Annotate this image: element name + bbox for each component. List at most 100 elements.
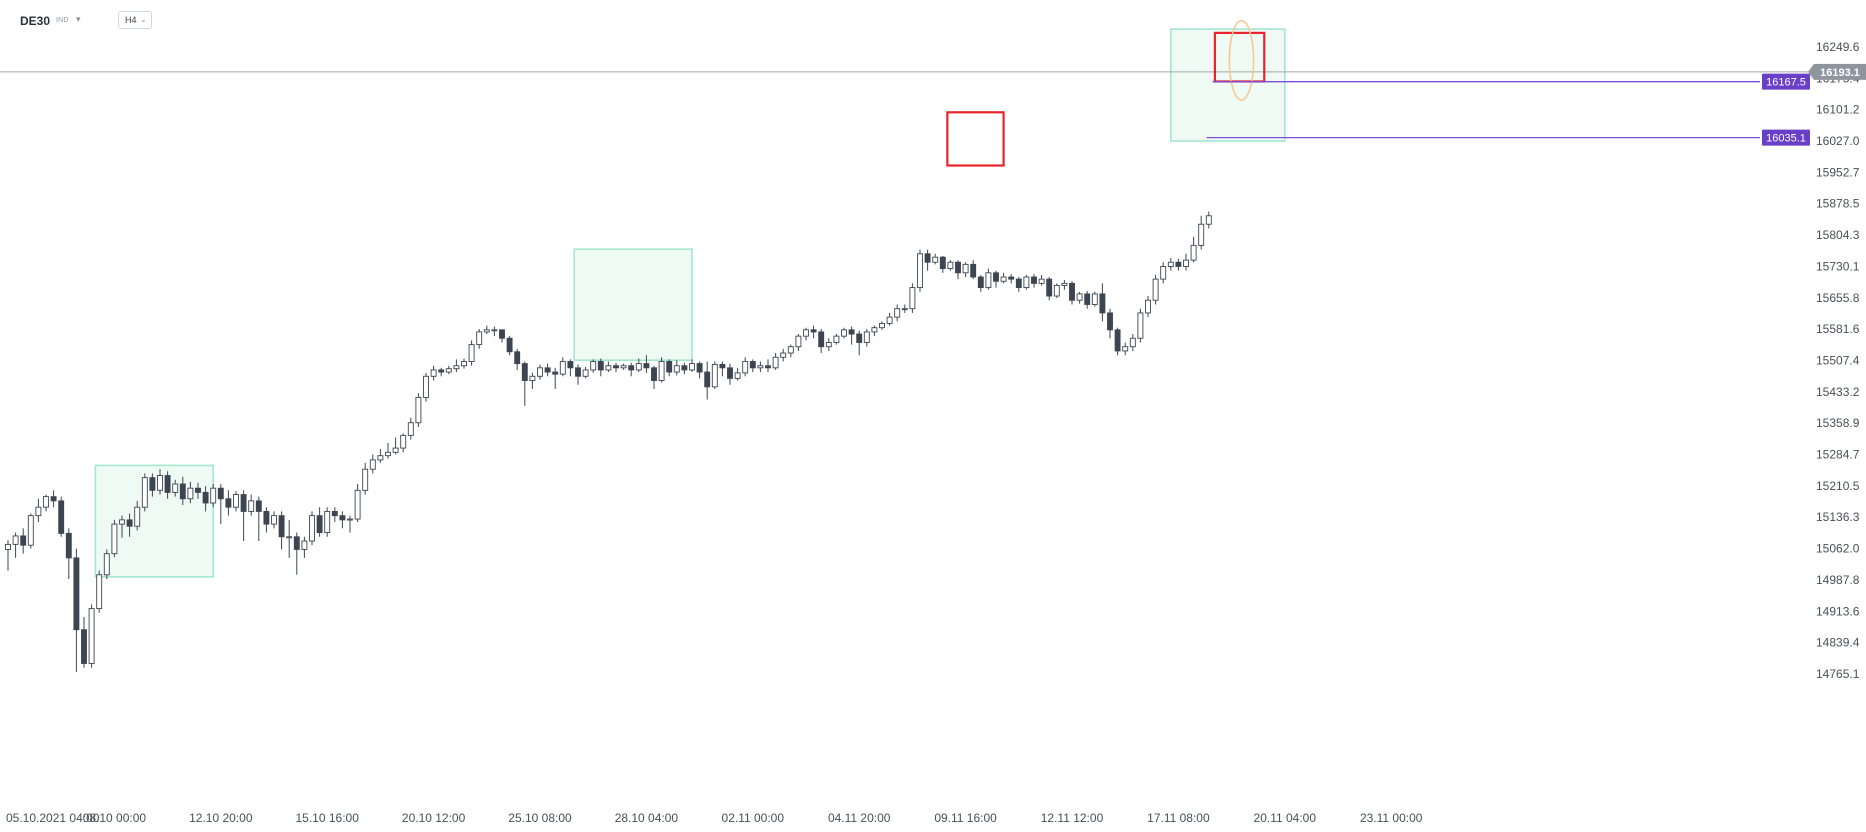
bull-candle — [453, 365, 460, 370]
price-tick-label: 15284.7 — [1816, 448, 1860, 462]
bull-candle — [962, 263, 969, 274]
bull-candle — [96, 574, 103, 610]
bull-candle — [658, 361, 665, 381]
bear-candle — [993, 272, 999, 282]
bear-candle — [924, 253, 931, 263]
bull-candle — [1000, 276, 1007, 282]
bull-candle — [605, 365, 612, 371]
price-tick-label: 14765.1 — [1816, 667, 1860, 681]
level-tag-label: 16035.1 — [1766, 133, 1806, 145]
bear-candle — [149, 477, 156, 491]
overlay-layer — [946, 19, 1266, 167]
bull-candle — [886, 316, 893, 324]
bull-candle — [1137, 312, 1144, 339]
price-tick-label: 15655.8 — [1816, 291, 1860, 305]
bull-candle — [141, 477, 148, 508]
bear-candle — [316, 515, 323, 534]
bear-candle — [1099, 293, 1106, 314]
bull-candle — [248, 500, 255, 512]
bear-candle — [628, 365, 635, 371]
highlight-box — [946, 111, 1005, 167]
bear-candle — [704, 371, 711, 388]
time-tick-label: 15.10 16:00 — [295, 811, 359, 825]
bear-candle — [696, 363, 703, 373]
bull-candle — [909, 287, 916, 310]
bull-candle — [932, 256, 939, 263]
chevron-down-icon[interactable]: ▾ — [76, 14, 81, 24]
bull-candle — [12, 535, 19, 545]
bear-candle — [643, 363, 650, 369]
price-tick-label: 16101.2 — [1816, 103, 1860, 117]
bull-candle — [985, 272, 992, 289]
bull-candle — [362, 468, 369, 491]
bull-candle — [780, 352, 787, 358]
price-tick-label: 15730.1 — [1816, 259, 1860, 273]
bear-candle — [217, 487, 224, 500]
bull-candle — [863, 331, 870, 343]
bear-candle — [263, 510, 270, 525]
bull-candle — [879, 323, 885, 329]
time-tick-label: 20.10 12:00 — [402, 811, 466, 825]
time-tick-label: 12.11 12:00 — [1041, 811, 1104, 825]
bear-candle — [58, 500, 65, 534]
bull-candle — [354, 489, 361, 520]
bull-candle — [1167, 261, 1174, 267]
bear-candle — [1175, 261, 1182, 267]
price-tick-label: 15507.4 — [1816, 353, 1860, 367]
bull-candle — [415, 396, 422, 424]
bear-candle — [552, 371, 559, 375]
bear-candle — [20, 535, 27, 546]
bull-candle — [491, 329, 498, 332]
bull-candle — [1160, 266, 1167, 280]
bull-candle — [369, 459, 376, 470]
bull-candle — [119, 519, 125, 525]
bull-candle — [742, 361, 749, 374]
bear-candle — [514, 351, 521, 365]
time-tick-label: 04.11 20:00 — [828, 811, 891, 825]
bull-candle — [400, 434, 407, 449]
bull-candle — [271, 515, 277, 525]
bull-candle — [187, 487, 194, 500]
bull-candle — [233, 494, 239, 508]
consolidation-zone — [573, 248, 693, 362]
highlight-ellipse — [1228, 19, 1255, 101]
bull-candle — [559, 361, 566, 375]
price-tick-label: 15358.9 — [1816, 416, 1860, 430]
bear-candle — [856, 333, 863, 343]
bull-candle — [103, 553, 110, 576]
bull-candle — [901, 308, 908, 311]
bear-candle — [225, 498, 232, 508]
timeframe-label: H4 — [125, 15, 137, 25]
bull-candle — [772, 356, 779, 369]
bull-candle — [795, 335, 802, 348]
chart-header: DE30 IND ▾ H4 ⌄ — [0, 0, 1866, 40]
candles-layer — [5, 211, 1212, 672]
bull-candle — [309, 515, 315, 542]
price-tick-label: 15804.3 — [1816, 228, 1860, 242]
timeframe-dropdown[interactable]: H4 ⌄ — [118, 11, 152, 29]
time-tick-label: 02.11 00:00 — [722, 811, 785, 825]
bull-candle — [461, 361, 467, 367]
price-axis[interactable]: 16249.616175.416101.216027.015952.715878… — [1808, 40, 1866, 681]
bear-candle — [438, 369, 445, 373]
current-price-label: 16193.1 — [1820, 67, 1860, 79]
bull-candle — [620, 365, 627, 369]
bear-candle — [977, 276, 984, 289]
bear-candle — [666, 361, 673, 373]
bull-candle — [1205, 215, 1212, 225]
price-tick-label: 15210.5 — [1816, 479, 1860, 493]
bear-candle — [331, 510, 338, 517]
time-tick-label: 12.10 20:00 — [189, 811, 253, 825]
bear-candle — [521, 363, 528, 381]
symbol-name[interactable]: DE30 — [20, 14, 51, 28]
bull-candle — [468, 344, 475, 362]
bull-candle — [590, 361, 597, 371]
bull-candle — [1091, 293, 1098, 305]
bull-candle — [134, 506, 141, 527]
bear-candle — [567, 361, 574, 369]
level-tag — [1762, 73, 1810, 90]
price-tick-label: 15878.5 — [1816, 197, 1860, 211]
bull-candle — [377, 455, 384, 461]
